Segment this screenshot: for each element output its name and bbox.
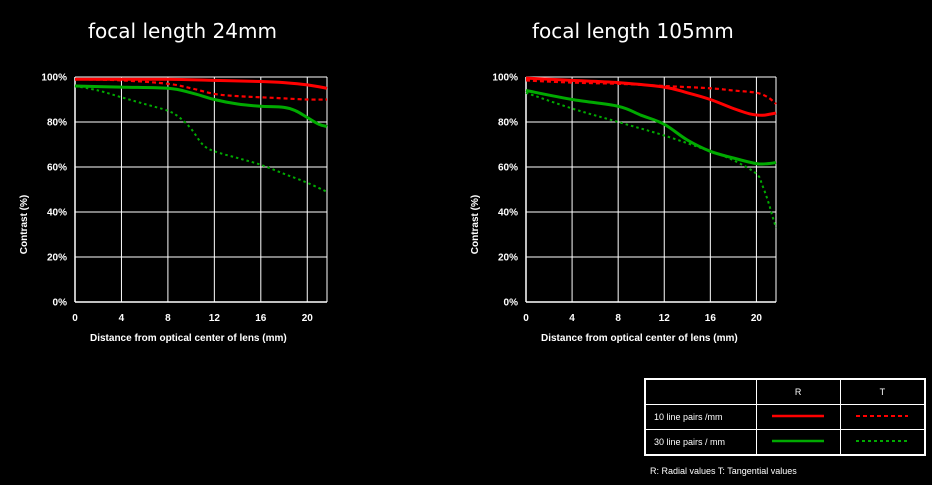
- chart1-xtick-label: 8: [165, 313, 171, 324]
- chart2-series-10t: [525, 79, 777, 105]
- chart2-ytick-label: 100%: [492, 73, 518, 84]
- chart2-y-axis-label: Contrast (%): [470, 195, 481, 254]
- legend-note: R: Radial values T: Tangential values: [650, 466, 797, 476]
- chart1-y-axis-label: Contrast (%): [19, 195, 30, 254]
- legend-label-30lp: 30 line pairs / mm: [645, 429, 757, 455]
- chart2-xtick-label: 12: [659, 313, 671, 324]
- legend-swatch-30-radial: [755, 429, 841, 455]
- chart1-xtick-label: 4: [119, 313, 125, 324]
- chart2-ytick-label: 40%: [498, 208, 518, 219]
- chart2-ytick-label: 0%: [504, 298, 519, 309]
- chart1-ytick-label: 20%: [47, 253, 67, 264]
- chart1-xtick-label: 20: [302, 313, 314, 324]
- chart1-ytick-label: 0%: [53, 298, 68, 309]
- legend-table: R T 10 line pairs /mm 30 line pairs / mm: [644, 378, 926, 456]
- chart1-series-10t: [74, 78, 328, 101]
- chart1-xtick-label: 0: [72, 313, 78, 324]
- chart1-series-30t: [74, 85, 328, 193]
- chart2-ytick-label: 20%: [498, 253, 518, 264]
- chart1-xtick-label: 12: [209, 313, 221, 324]
- chart2-series-10r: [525, 76, 777, 117]
- chart1-ytick-label: 80%: [47, 118, 67, 129]
- chart2-x-axis-label: Distance from optical center of lens (mm…: [541, 333, 738, 344]
- chart2-series-30r: [525, 89, 777, 166]
- chart1-series-30r: [74, 84, 328, 128]
- chart1-xtick-label: 16: [255, 313, 267, 324]
- chart1-ytick-label: 40%: [47, 208, 67, 219]
- chart2-ytick-label: 80%: [498, 118, 518, 129]
- chart2-series-30t: [525, 91, 777, 229]
- chart1-title: focal length 24mm: [88, 19, 277, 43]
- legend-header-tangential: T: [839, 379, 926, 405]
- chart2-xtick-label: 4: [569, 313, 575, 324]
- legend-label-10lp: 10 line pairs /mm: [645, 404, 757, 430]
- chart1-ytick-label: 60%: [47, 163, 67, 174]
- chart2-title: focal length 105mm: [532, 19, 734, 43]
- chart1-series-10r: [75, 77, 328, 90]
- legend-header-radial: R: [755, 379, 841, 405]
- legend-corner: [645, 379, 757, 405]
- chart2-xtick-label: 0: [523, 313, 529, 324]
- chart1-ytick-label: 100%: [41, 73, 67, 84]
- chart2-xtick-label: 8: [615, 313, 621, 324]
- chart2-xtick-label: 20: [751, 313, 763, 324]
- legend-swatch-10-tangential: [839, 404, 926, 430]
- legend-swatch-10-radial: [755, 404, 841, 430]
- chart2-ytick-label: 60%: [498, 163, 518, 174]
- legend-swatch-30-tangential: [839, 429, 926, 455]
- chart2-xtick-label: 16: [705, 313, 717, 324]
- chart1-x-axis-label: Distance from optical center of lens (mm…: [90, 333, 287, 344]
